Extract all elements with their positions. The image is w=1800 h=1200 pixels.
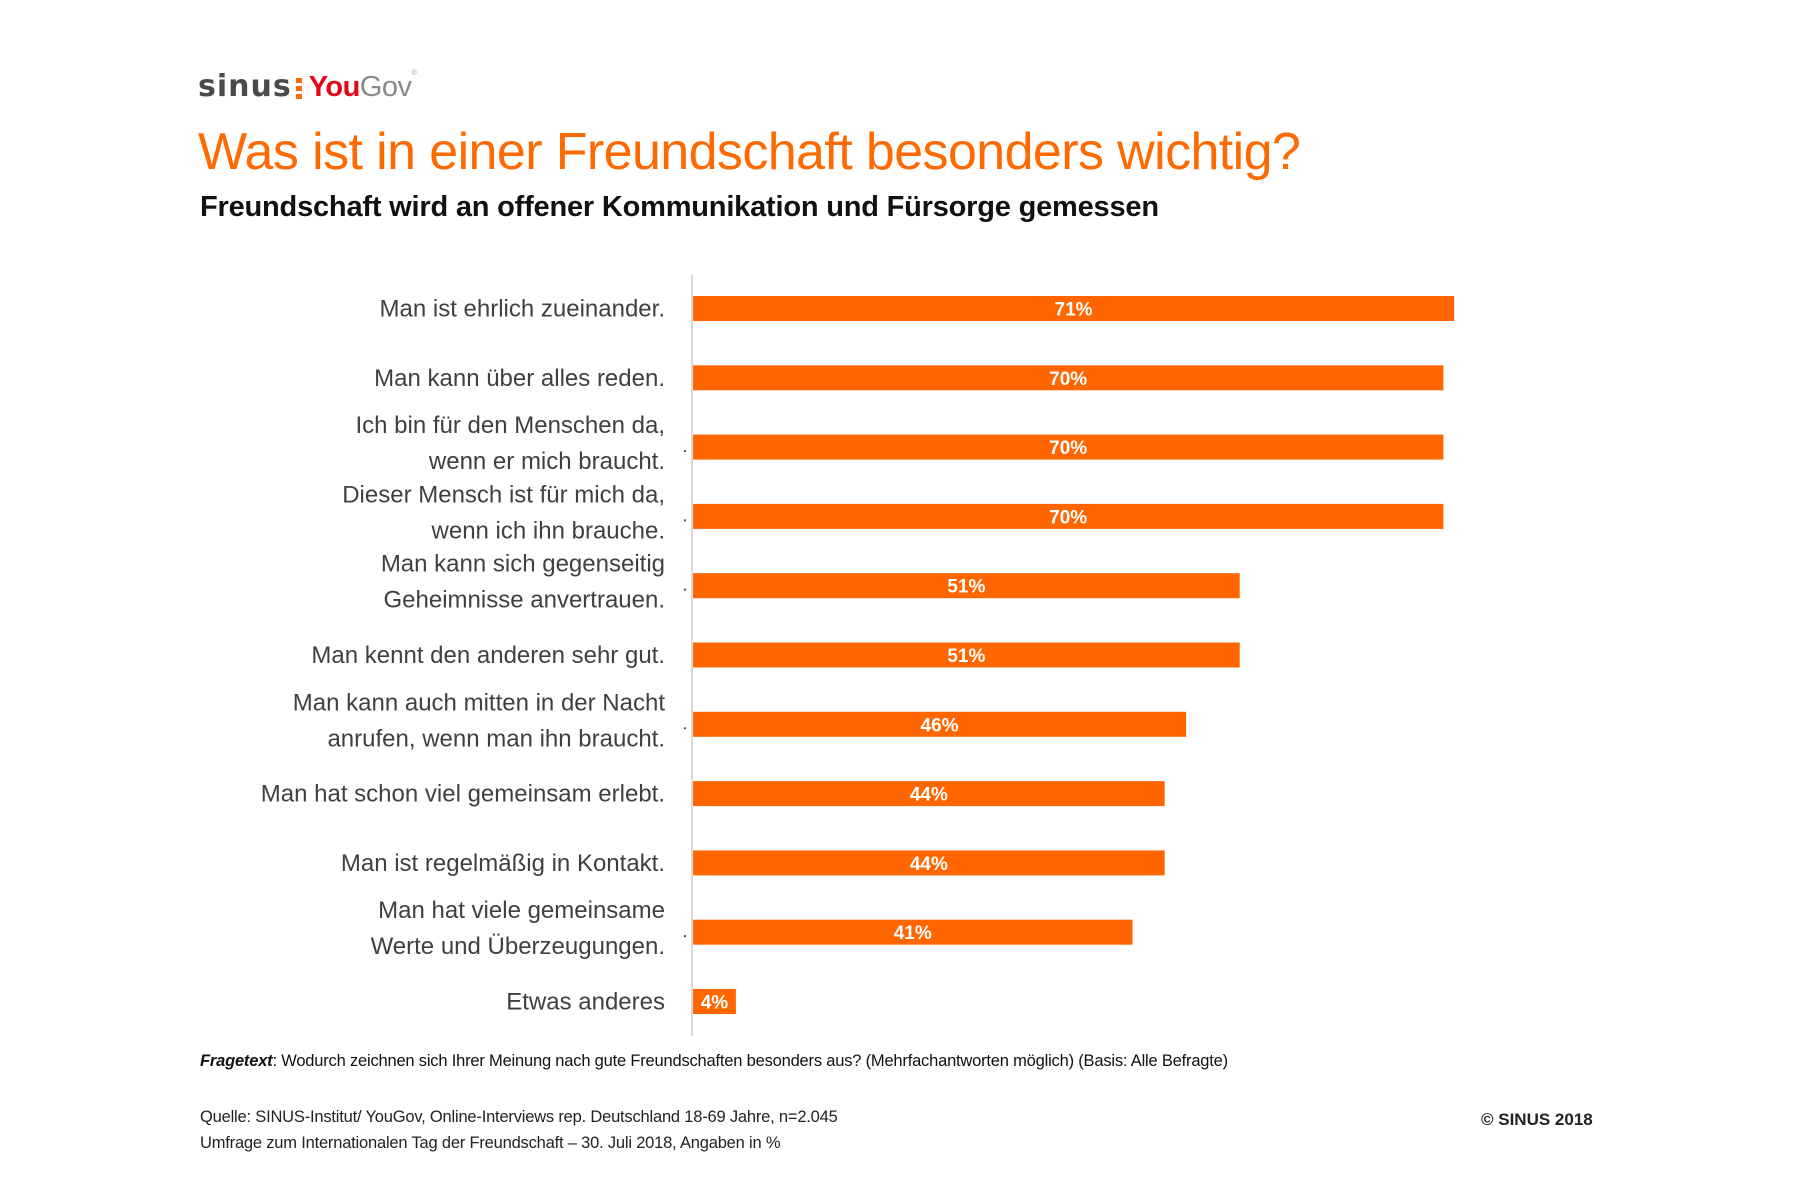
- bar: [693, 781, 1165, 807]
- label-tick-dot: [683, 588, 687, 591]
- value-label: 70%: [1049, 438, 1087, 459]
- bar-row: 71% Man ist ehrlich zueinander.: [380, 296, 1455, 323]
- bar: [693, 573, 1240, 599]
- bar: [693, 365, 1444, 391]
- category-label-line: wenn ich ihn brauche.: [431, 517, 665, 544]
- category-label-line: Man kann sich gegenseitig: [381, 551, 665, 578]
- source-line-1: Quelle: SINUS-Institut/ YouGov, Online-I…: [200, 1108, 838, 1126]
- category-label-line: Dieser Mensch ist für mich da,: [342, 481, 665, 508]
- label-tick-dot: [683, 449, 687, 453]
- bar-row: 70% Dieser Mensch ist für mich da, wenn ic…: [342, 481, 1444, 544]
- bar-row: 44% Man hat schon viel gemeinsam erlebt.: [261, 781, 1165, 808]
- bar-row: 70% Ich bin für den Menschen da, wenn er m…: [355, 412, 1444, 475]
- category-label-line: anrufen, wenn man ihn braucht.: [327, 725, 665, 752]
- logo-sinus-text: sinus: [198, 69, 292, 104]
- label-tick-dot: [683, 727, 687, 730]
- question-label: Fragetext: [200, 1052, 273, 1070]
- logo-gov-text: Gov: [359, 71, 412, 103]
- category-label-line: Werte und Überzeugungen.: [371, 933, 665, 960]
- category-label-line: Etwas anderes: [506, 989, 665, 1016]
- question-text: Fragetext: Wodurch zeichnen sich Ihrer M…: [200, 1052, 1228, 1071]
- value-label: 70%: [1049, 369, 1087, 390]
- category-label-line: Man kann über alles reden.: [374, 365, 665, 392]
- category-label: Man hat viele gemeinsame Werte und Überze…: [371, 897, 665, 960]
- bar-row: 51% Man kennt den anderen sehr gut.: [311, 642, 1240, 669]
- source-note: Quelle: SINUS-Institut/ YouGov, Online-I…: [200, 1104, 838, 1156]
- label-tick-dot: [683, 935, 687, 938]
- category-label-line: Man hat schon viel gemeinsam erlebt.: [261, 781, 665, 808]
- bar-row: 4% Etwas anderes: [506, 989, 736, 1016]
- value-label: 44%: [910, 785, 948, 806]
- category-label-line: Man kennt den anderen sehr gut.: [311, 642, 665, 669]
- value-label: 46%: [921, 715, 959, 736]
- bar-row: 46% Man kann auch mitten in der Nacht anru…: [293, 689, 1187, 752]
- category-label: Man ist ehrlich zueinander.: [380, 296, 666, 323]
- category-label: Dieser Mensch ist für mich da, wenn ich i…: [342, 481, 665, 544]
- bars-layer: 71% Man ist ehrlich zueinander. 70% Man kan…: [261, 296, 1455, 1016]
- category-label: Man hat schon viel gemeinsam erlebt.: [261, 781, 665, 808]
- category-label: Man kann auch mitten in der Nacht anrufen…: [293, 689, 666, 752]
- category-label-line: Man hat viele gemeinsame: [378, 897, 665, 924]
- bar-row: 51% Man kann sich gegenseitig Geheimnisse …: [381, 551, 1240, 614]
- bar: [693, 503, 1444, 529]
- category-label-line: Man ist ehrlich zueinander.: [380, 296, 666, 323]
- category-label-line: Geheimnisse anvertrauen.: [384, 587, 665, 614]
- value-label: 51%: [947, 646, 985, 667]
- category-label: Etwas anderes: [506, 989, 665, 1016]
- value-label: 4%: [701, 993, 729, 1014]
- category-label-line: Man kann auch mitten in der Nacht: [293, 689, 666, 716]
- chart-subtitle: Freundschaft wird an offener Kommunikati…: [200, 191, 1159, 223]
- bar: [693, 296, 1455, 321]
- category-label: Man kann sich gegenseitig Geheimnisse anv…: [381, 551, 665, 614]
- bar-row: 70% Man kann über alles reden.: [374, 365, 1444, 392]
- category-label: Man kennt den anderen sehr gut.: [311, 642, 665, 669]
- category-label-line: wenn er mich braucht.: [428, 448, 665, 475]
- logo-you-text: You: [308, 71, 361, 103]
- category-label: Man kann über alles reden.: [374, 365, 665, 392]
- value-label: 71%: [1055, 300, 1093, 321]
- bar: [693, 850, 1165, 876]
- chart-title: Was ist in einer Freundschaft besonders …: [198, 123, 1301, 181]
- category-label-line: Man ist regelmäßig in Kontakt.: [341, 850, 665, 877]
- copyright: © SINUS 2018: [1481, 1110, 1593, 1129]
- bar: [693, 711, 1187, 737]
- label-tick-dot: [683, 519, 687, 522]
- value-label: 70%: [1049, 507, 1087, 528]
- category-label: Man ist regelmäßig in Kontakt.: [341, 850, 665, 877]
- category-label-line: Ich bin für den Menschen da,: [355, 412, 665, 439]
- bar: [693, 989, 736, 1014]
- bar: [693, 919, 1133, 945]
- sinus-yougov-logo: sinus You Gov ®: [198, 68, 417, 102]
- question-body: : Wodurch zeichnen sich Ihrer Meinung na…: [272, 1052, 1228, 1070]
- registered-mark-icon: ®: [411, 70, 417, 77]
- category-label: Ich bin für den Menschen da, wenn er mich…: [355, 412, 665, 475]
- bar: [693, 642, 1240, 668]
- value-label: 41%: [894, 923, 932, 944]
- value-label: 44%: [910, 854, 948, 875]
- bar: [693, 434, 1444, 460]
- bar-row: 41% Man hat viele gemeinsame Werte und Übe…: [371, 897, 1133, 960]
- bar-row: 44% Man ist regelmäßig in Kontakt.: [341, 850, 1165, 877]
- source-line-2: Umfrage zum Internationalen Tag der Freu…: [200, 1134, 781, 1152]
- value-label: 51%: [947, 577, 985, 598]
- logo-separator-icon: [295, 78, 302, 99]
